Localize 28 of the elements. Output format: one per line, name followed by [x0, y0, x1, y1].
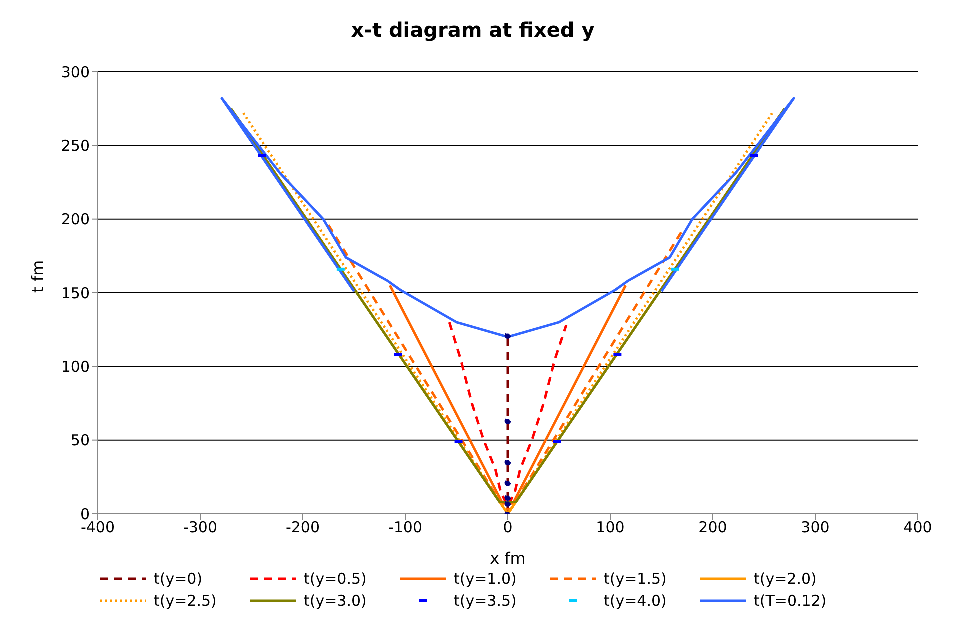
- legend-label: t(y=4.0): [604, 592, 667, 610]
- y-tick-label: 100: [61, 358, 90, 376]
- legend-label: t(y=1.0): [454, 570, 517, 588]
- legend-label: t(y=3.5): [454, 592, 517, 610]
- line-series: [220, 97, 796, 338]
- legend-label: t(y=1.5): [604, 570, 667, 588]
- y-tick-label: 300: [61, 63, 90, 82]
- legend-label: t(T=0.12): [754, 592, 827, 610]
- x-tick-label: 200: [698, 518, 728, 537]
- y-tick-label: 200: [61, 210, 90, 229]
- x-tick-label: 300: [801, 518, 830, 537]
- x-axis-title: x fm: [490, 549, 526, 568]
- x-tick-label: 0: [503, 518, 513, 537]
- x-tick-label: 400: [904, 518, 932, 537]
- legend-label: t(y=0): [154, 570, 203, 588]
- x-tick-label: -300: [183, 518, 218, 537]
- y-tick-label: 50: [70, 432, 90, 450]
- x-tick-label: -200: [286, 518, 320, 537]
- x-tick-label: -100: [388, 518, 423, 537]
- legend-label: t(y=3.0): [304, 592, 367, 610]
- legend-label: t(y=2.0): [754, 570, 817, 588]
- legend-label: t(y=2.5): [154, 592, 217, 610]
- x-tick-label: 100: [596, 518, 625, 537]
- y-tick-label: 150: [61, 284, 90, 302]
- chart-title: x-t diagram at fixed y: [350, 17, 596, 44]
- y-axis-title: t fm: [28, 260, 48, 293]
- y-tick-label: 250: [61, 136, 90, 155]
- legend-label: t(y=0.5): [304, 570, 367, 588]
